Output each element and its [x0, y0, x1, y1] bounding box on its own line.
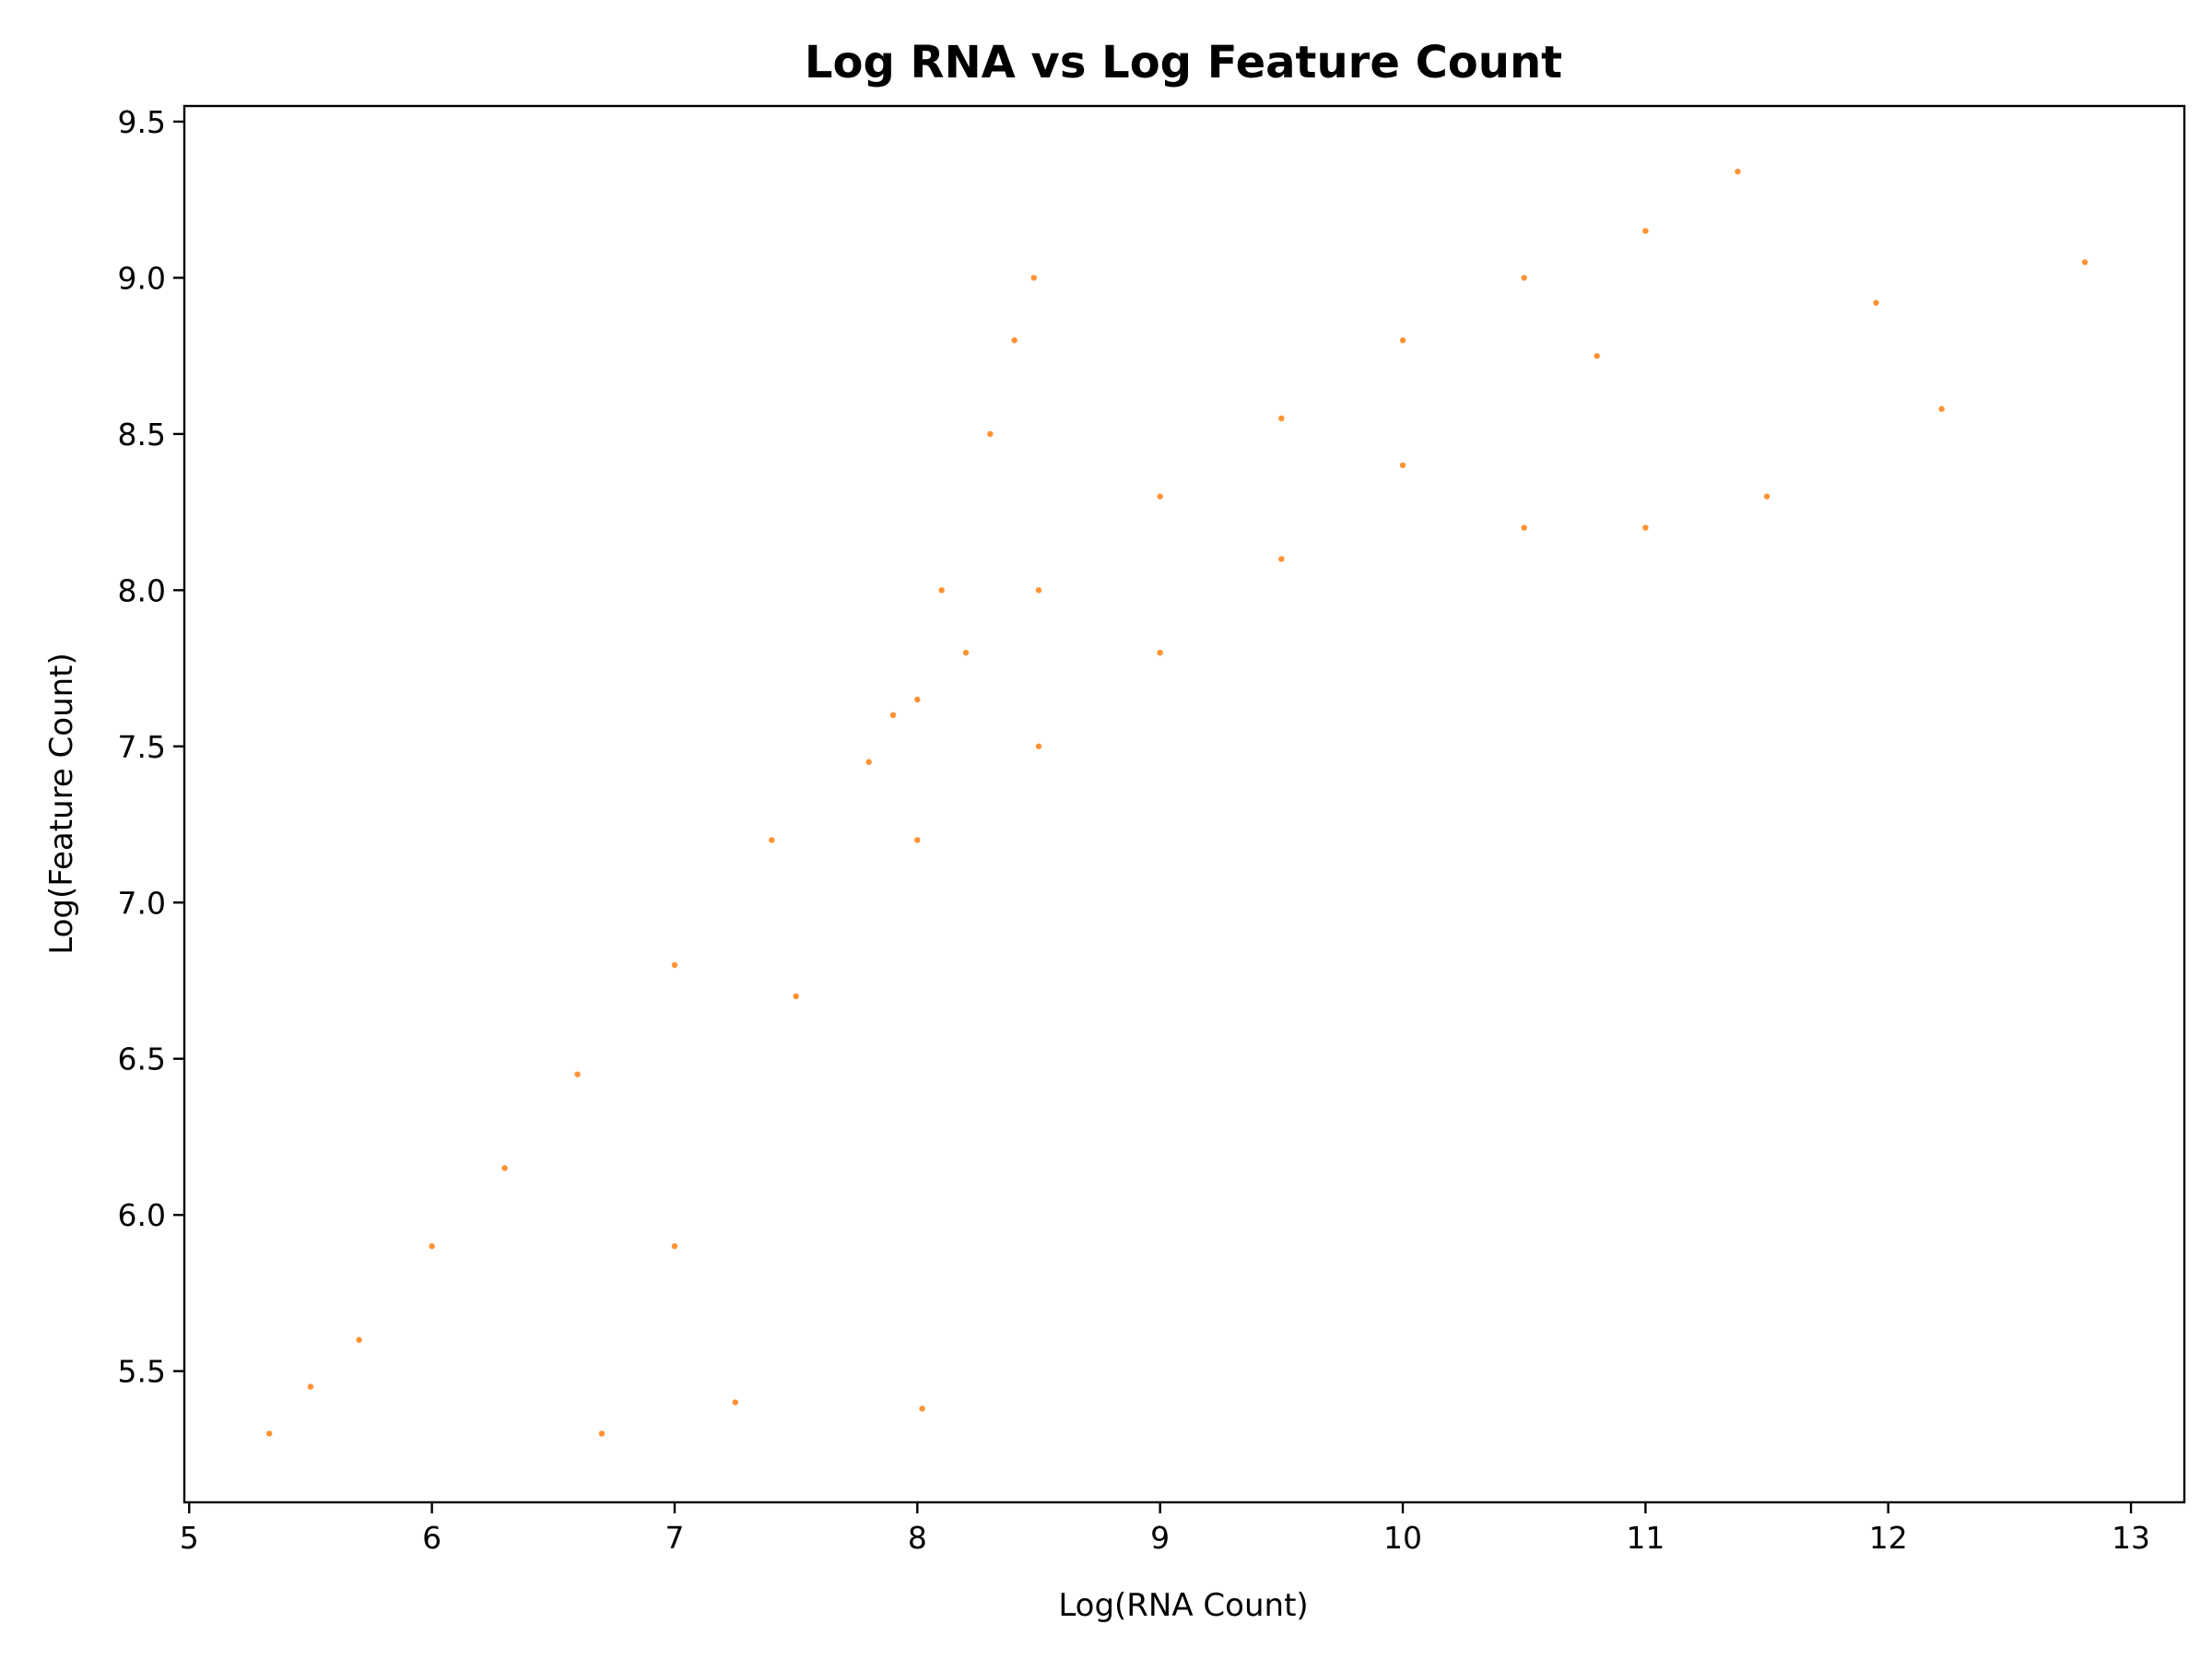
scatter-point: [1735, 168, 1741, 175]
scatter-point: [1011, 336, 1018, 344]
x-tick-label: 13: [2112, 1520, 2150, 1556]
scatter-point: [1873, 300, 1879, 306]
scatter-point: [987, 430, 994, 438]
scatter-point: [914, 837, 921, 843]
scatter-point: [1278, 415, 1285, 422]
x-tick-label: 12: [1869, 1520, 1908, 1556]
scatter-point: [501, 1165, 508, 1171]
scatter-point: [793, 993, 799, 1000]
scatter-point: [1399, 336, 1406, 344]
plot-area: [265, 168, 2088, 1437]
y-axis-label: Log(Feature Count): [43, 653, 80, 955]
scatter-point: [356, 1336, 362, 1343]
scatter-point: [1399, 462, 1406, 468]
scatter-point: [1938, 406, 1945, 412]
x-axis-label: Log(RNA Count): [1058, 1587, 1308, 1624]
scatter-point: [1521, 275, 1527, 281]
y-tick-label: 6.0: [118, 1197, 166, 1233]
scatter-point: [1157, 493, 1163, 500]
scatter-point: [1157, 649, 1163, 656]
y-tick-label: 8.0: [118, 572, 166, 608]
scatter-point: [671, 961, 678, 969]
y-tick-label: 9.0: [118, 260, 166, 296]
scatter-point: [307, 1383, 314, 1390]
scatter-point: [962, 649, 970, 656]
scatter-point: [732, 1399, 739, 1406]
x-tick-label: 6: [422, 1520, 441, 1556]
y-tick-label: 9.5: [118, 104, 166, 140]
y-tick-label: 7.0: [118, 885, 166, 921]
y-axis-ticks: 5.5 6.0 6.5 7.0 7.5 8.0 8.5 9.0 9.5: [118, 104, 184, 1390]
scatter-point: [914, 696, 921, 703]
scatter-point: [919, 1406, 925, 1412]
scatter-point: [671, 1242, 678, 1250]
x-tick-label: 7: [665, 1520, 684, 1556]
y-tick-label: 8.5: [118, 417, 166, 453]
scatter-point: [865, 759, 872, 765]
scatter-point: [1642, 524, 1649, 531]
scatter-point: [1642, 228, 1649, 234]
scatter-point: [938, 587, 945, 594]
scatter-point: [429, 1242, 435, 1250]
y-tick-label: 5.5: [118, 1354, 166, 1390]
scatter-point: [889, 712, 897, 719]
x-tick-label: 5: [180, 1520, 199, 1556]
scatter-point: [598, 1430, 606, 1437]
x-axis-ticks: 5 6 7 8 9 10 11 12 13: [180, 1502, 2150, 1556]
y-tick-label: 6.5: [118, 1041, 166, 1077]
x-tick-label: 9: [1150, 1520, 1170, 1556]
scatter-point: [1521, 524, 1527, 531]
scatter-point: [1030, 275, 1037, 281]
scatter-point: [1035, 743, 1042, 749]
scatter-point: [769, 837, 775, 843]
scatter-point: [2081, 259, 2088, 265]
x-tick-label: 10: [1383, 1520, 1422, 1556]
scatter-point: [265, 1430, 273, 1437]
plot-frame: [182, 104, 2186, 1504]
scatter-point: [1035, 587, 1042, 594]
x-tick-label: 8: [908, 1520, 927, 1556]
x-tick-label: 11: [1626, 1520, 1665, 1556]
scatter-point: [1594, 352, 1600, 359]
chart-title: Log RNA vs Log Feature Count: [805, 37, 1562, 88]
y-tick-label: 7.5: [118, 729, 166, 765]
scatter-point: [1278, 556, 1285, 562]
scatter-point: [1763, 493, 1771, 500]
scatter-point: [574, 1071, 581, 1077]
